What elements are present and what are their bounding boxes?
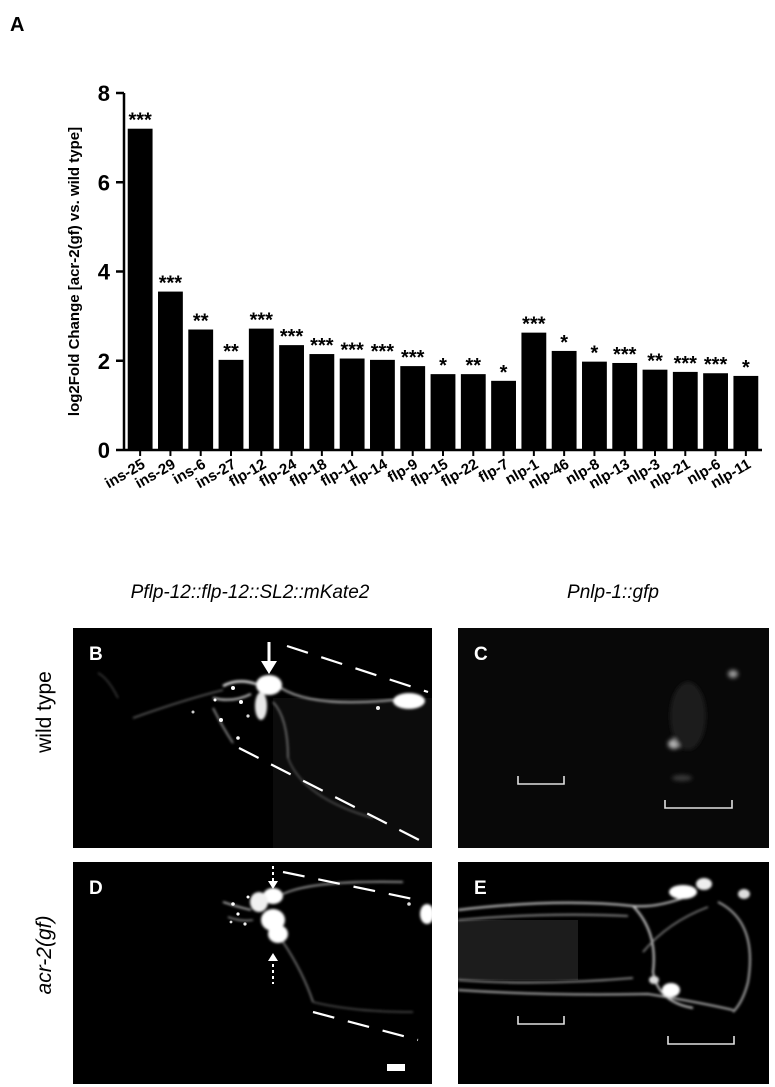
bar-nlp-6 xyxy=(703,373,728,450)
bar-nlp-11 xyxy=(733,375,759,450)
y-tick-label: 0 xyxy=(98,438,110,463)
bar-nlp-3 xyxy=(642,369,668,450)
micrograph-c: C xyxy=(458,628,769,848)
significance-label: * xyxy=(742,357,750,379)
bar-flp-7 xyxy=(491,380,516,450)
micrograph-d-image xyxy=(222,866,432,1071)
significance-label: *** xyxy=(522,314,546,336)
significance-label: * xyxy=(439,355,447,377)
bar-nlp-13 xyxy=(612,362,638,450)
significance-label: *** xyxy=(128,110,152,132)
bar-flp-15 xyxy=(430,374,456,450)
significance-label: * xyxy=(500,362,508,384)
significance-label: *** xyxy=(340,340,364,362)
bar-flp-24 xyxy=(279,345,304,450)
bar-flp-18 xyxy=(309,354,335,450)
micrograph-b: B xyxy=(73,628,432,848)
row-label-wild-type: wild type xyxy=(33,671,56,753)
bar-ins-25 xyxy=(127,128,153,450)
bar-nlp-8 xyxy=(582,361,607,450)
significance-label: *** xyxy=(613,344,637,366)
bar-flp-11 xyxy=(339,358,365,450)
bar-ins-27 xyxy=(218,359,244,450)
bar-ins-29 xyxy=(158,291,183,450)
y-tick-label: 8 xyxy=(98,81,110,106)
bar-nlp-21 xyxy=(672,371,698,450)
significance-label: ** xyxy=(193,311,209,333)
micrograph-c-image xyxy=(458,628,769,848)
micrograph-b-image xyxy=(97,642,432,848)
bar-flp-14 xyxy=(370,359,395,450)
panel-a-label: A xyxy=(10,14,25,36)
significance-label: *** xyxy=(159,273,183,295)
significance-label: *** xyxy=(280,326,304,348)
significance-label: * xyxy=(560,332,568,354)
significance-label: *** xyxy=(250,310,274,332)
y-tick-label: 4 xyxy=(98,260,111,285)
bar-nlp-1 xyxy=(521,332,547,450)
significance-label: *** xyxy=(401,347,425,369)
bar-nlp-46 xyxy=(551,350,577,450)
bar-ins-6 xyxy=(188,329,214,450)
panel-b-label: B xyxy=(89,644,103,665)
scale-bar xyxy=(387,1064,405,1071)
panel-e-label: E xyxy=(474,878,487,899)
significance-label: *** xyxy=(674,353,698,375)
significance-label: ** xyxy=(465,355,481,377)
micrograph-e: E xyxy=(458,862,769,1084)
column-title-flp-12: Pflp-12::flp-12::SL2::mKate2 xyxy=(130,582,370,603)
bar-flp-22 xyxy=(460,374,486,450)
significance-label: ** xyxy=(647,351,663,373)
column-title-nlp-1: Pnlp-1::gfp xyxy=(567,582,659,603)
bar-flp-12 xyxy=(248,328,274,450)
significance-label: * xyxy=(591,343,599,365)
micrograph-d: D xyxy=(73,862,432,1084)
y-tick-label: 6 xyxy=(98,170,110,195)
micrograph-e-image xyxy=(458,878,751,1045)
panel-c-label: C xyxy=(474,644,488,665)
row-label-acr-2-gf: acr-2(gf) xyxy=(33,915,56,995)
bar-flp-9 xyxy=(400,366,426,450)
significance-label: *** xyxy=(310,335,334,357)
bar-chart: 0 2 4 6 8 log2Fold Change [acr-2(gf) vs. wild… xyxy=(66,81,762,493)
significance-label: *** xyxy=(704,354,728,376)
significance-label: *** xyxy=(371,341,395,363)
significance-label: ** xyxy=(223,341,239,363)
y-tick-label: 2 xyxy=(98,349,110,374)
y-axis-label: log2Fold Change [acr-2(gf) vs. wild type… xyxy=(66,127,83,416)
panel-d-label: D xyxy=(89,878,103,899)
